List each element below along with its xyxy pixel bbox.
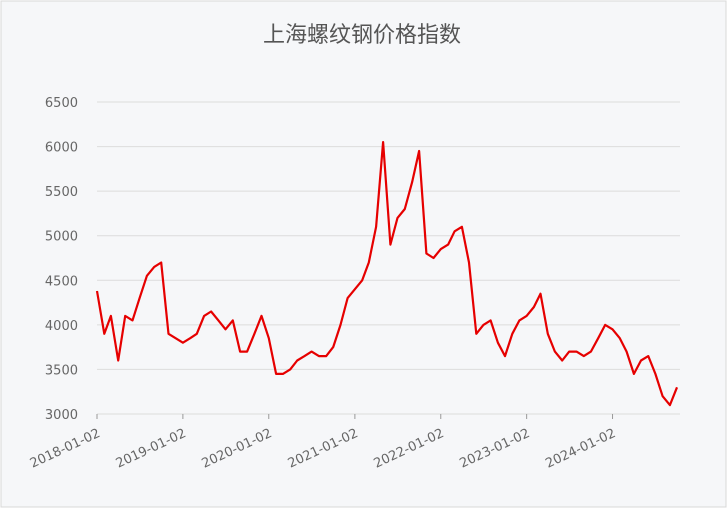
chart-title: 上海螺纹钢价格指数 bbox=[263, 23, 461, 48]
y-tick-label: 4000 bbox=[45, 319, 78, 334]
y-tick-label: 3500 bbox=[45, 363, 78, 378]
y-tick-label: 5000 bbox=[45, 230, 78, 245]
y-tick-label: 4500 bbox=[45, 274, 78, 289]
y-tick-label: 5500 bbox=[45, 185, 78, 200]
y-tick-label: 6500 bbox=[45, 96, 78, 111]
y-tick-label: 6000 bbox=[45, 141, 78, 156]
y-tick-label: 3000 bbox=[45, 408, 78, 423]
price-line bbox=[95, 141, 679, 407]
